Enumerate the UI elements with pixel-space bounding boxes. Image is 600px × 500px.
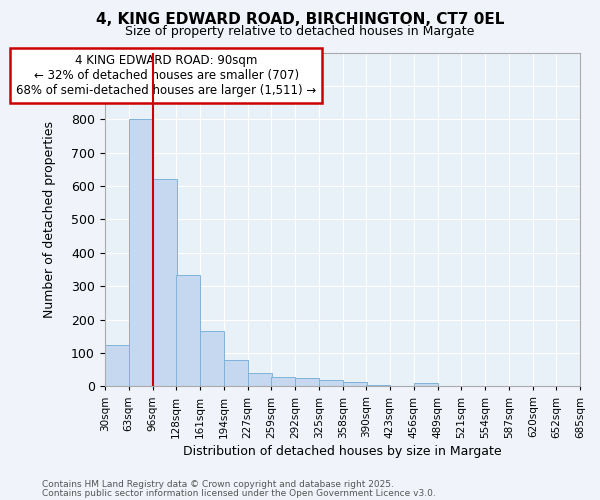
Bar — [248, 373, 272, 386]
Text: Size of property relative to detached houses in Margate: Size of property relative to detached ho… — [125, 25, 475, 38]
Text: Contains HM Land Registry data © Crown copyright and database right 2025.: Contains HM Land Registry data © Crown c… — [42, 480, 394, 489]
Text: 4 KING EDWARD ROAD: 90sqm
← 32% of detached houses are smaller (707)
68% of semi: 4 KING EDWARD ROAD: 90sqm ← 32% of detac… — [16, 54, 317, 97]
Bar — [152, 180, 176, 386]
Bar — [271, 377, 295, 386]
Bar — [366, 384, 390, 386]
Bar — [295, 378, 319, 386]
Y-axis label: Number of detached properties: Number of detached properties — [43, 121, 56, 318]
Bar — [319, 380, 343, 386]
X-axis label: Distribution of detached houses by size in Margate: Distribution of detached houses by size … — [183, 444, 502, 458]
Bar — [224, 360, 248, 386]
Bar — [128, 120, 152, 386]
Text: Contains public sector information licensed under the Open Government Licence v3: Contains public sector information licen… — [42, 488, 436, 498]
Bar — [200, 332, 224, 386]
Bar — [343, 382, 367, 386]
Text: 4, KING EDWARD ROAD, BIRCHINGTON, CT7 0EL: 4, KING EDWARD ROAD, BIRCHINGTON, CT7 0E… — [96, 12, 504, 28]
Bar — [414, 383, 438, 386]
Bar — [176, 274, 200, 386]
Bar — [104, 344, 128, 387]
